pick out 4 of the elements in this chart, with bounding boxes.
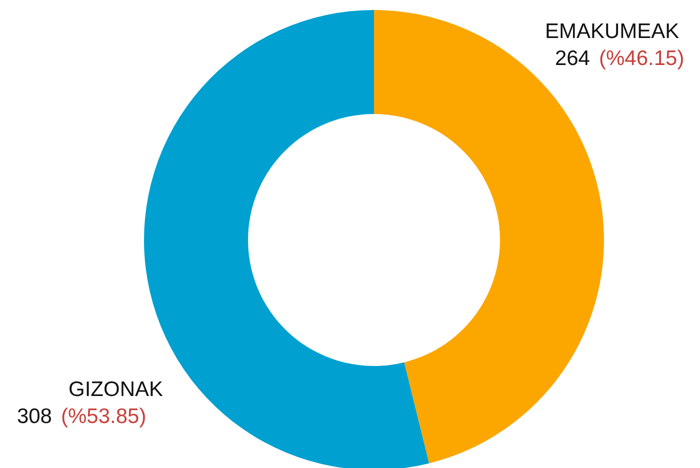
slice-label: EMAKUMEAK (545, 20, 680, 43)
slice-label: GIZONAK (68, 378, 163, 401)
data-label: 264 (%46.15) (554, 47, 684, 70)
data-label: 308 (%53.85) (16, 405, 146, 428)
